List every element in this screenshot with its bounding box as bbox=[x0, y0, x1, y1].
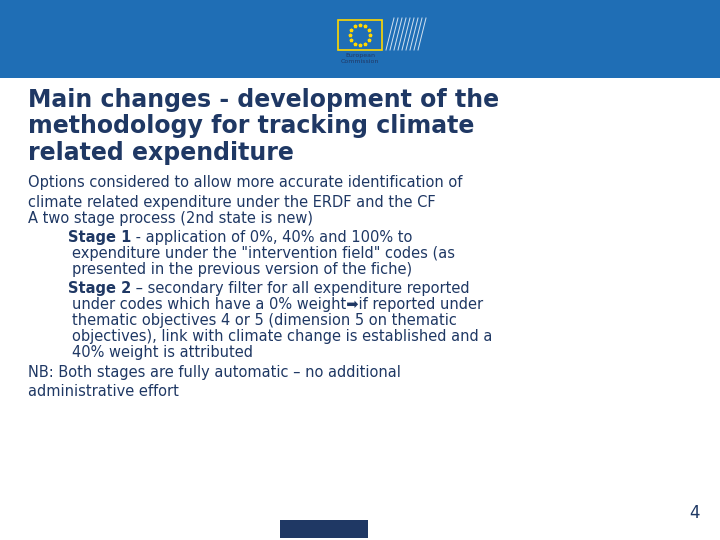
Text: Options considered to allow more accurate identification of
climate related expe: Options considered to allow more accurat… bbox=[28, 175, 462, 210]
Text: under codes which have a 0% weight➡if reported under: under codes which have a 0% weight➡if re… bbox=[72, 297, 483, 312]
Text: expenditure under the "intervention field" codes (as: expenditure under the "intervention fiel… bbox=[72, 246, 455, 261]
Text: methodology for tracking climate: methodology for tracking climate bbox=[28, 114, 474, 138]
Text: Main changes - development of the: Main changes - development of the bbox=[28, 88, 499, 112]
Bar bbox=[0, 0, 720, 78]
Text: Stage 2: Stage 2 bbox=[68, 281, 131, 296]
Text: presented in the previous version of the fiche): presented in the previous version of the… bbox=[72, 262, 412, 277]
Text: – secondary filter for all expenditure reported: – secondary filter for all expenditure r… bbox=[131, 281, 470, 296]
Text: A two stage process (2nd state is new): A two stage process (2nd state is new) bbox=[28, 211, 313, 226]
Text: thematic objectives 4 or 5 (dimension 5 on thematic: thematic objectives 4 or 5 (dimension 5 … bbox=[72, 313, 457, 328]
Text: related expenditure: related expenditure bbox=[28, 141, 294, 165]
Text: Stage 1: Stage 1 bbox=[68, 230, 131, 245]
Bar bbox=[280, 520, 368, 538]
Text: NB: Both stages are fully automatic – no additional
administrative effort: NB: Both stages are fully automatic – no… bbox=[28, 364, 401, 400]
Bar bbox=[338, 20, 382, 50]
Text: 4: 4 bbox=[690, 504, 700, 522]
Text: objectives), link with climate change is established and a: objectives), link with climate change is… bbox=[72, 329, 492, 343]
Text: 40% weight is attributed: 40% weight is attributed bbox=[72, 345, 253, 360]
Text: European
Commission: European Commission bbox=[341, 53, 379, 64]
Text: - application of 0%, 40% and 100% to: - application of 0%, 40% and 100% to bbox=[131, 230, 413, 245]
